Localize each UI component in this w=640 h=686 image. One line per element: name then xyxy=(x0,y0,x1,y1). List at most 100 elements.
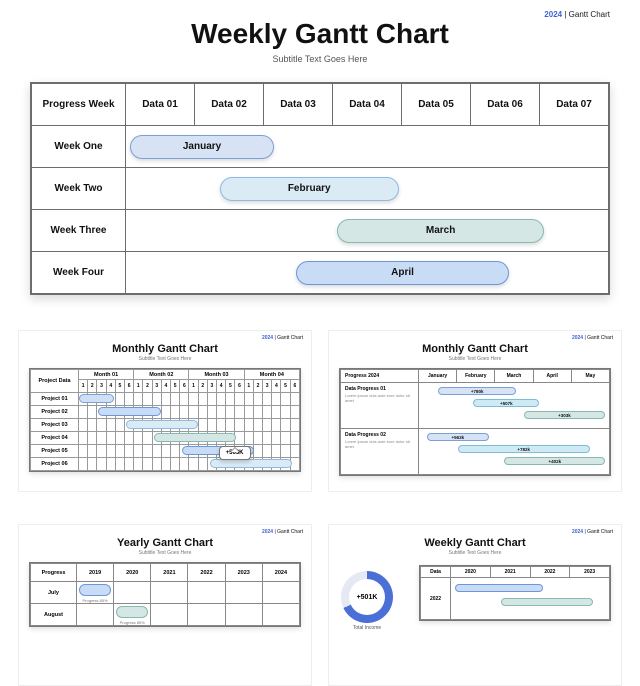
thumb1-subtitle: Subtitle Text Goes Here xyxy=(29,356,301,362)
thumb2-col-header: March xyxy=(495,370,533,383)
thumb1-tag: 2024 | Gantt Chart xyxy=(262,335,303,341)
thumb1-subcol: 4 xyxy=(272,380,281,393)
thumb4-col-header: 2021 xyxy=(490,567,530,578)
thumb3-bar-cell: Progress 85% xyxy=(114,604,151,626)
thumb1-subcol: 1 xyxy=(244,380,253,393)
thumb1-subcol: 1 xyxy=(79,380,88,393)
thumb1-subcol: 3 xyxy=(152,380,161,393)
thumb1-row: Project 02 xyxy=(31,406,300,419)
gantt-row-header: Week Three xyxy=(32,210,126,252)
thumb1-month-header: Month 04 xyxy=(244,370,299,380)
thumb3-bar xyxy=(79,584,111,596)
gantt-row-track: January xyxy=(126,126,609,168)
thumb3-subtitle: Subtitle Text Goes Here xyxy=(29,550,301,556)
thumb1-row: Project 01 xyxy=(31,393,300,406)
thumb2-grid: Progress 2024JanuaryFebruaryMarchAprilMa… xyxy=(339,368,611,476)
gantt-row-header: Week Four xyxy=(32,252,126,294)
thumb4-pill xyxy=(501,598,593,606)
thumb2-pill: +782k xyxy=(458,445,590,453)
thumb2-col-header: January xyxy=(419,370,457,383)
thumb3-title: Yearly Gantt Chart xyxy=(29,537,301,549)
thumb4-row-track xyxy=(451,578,610,620)
thumb1-subcol: 2 xyxy=(143,380,152,393)
thumb1-grid: Project DataMonth 01Month 02Month 03Mont… xyxy=(29,368,301,472)
gantt-row-track: March xyxy=(126,210,609,252)
thumb2-col-header: February xyxy=(457,370,495,383)
thumb4-corner-header: Data xyxy=(421,567,451,578)
thumb1-subcol: 4 xyxy=(106,380,115,393)
gantt-bar: March xyxy=(337,219,543,243)
thumb1-subcol: 2 xyxy=(198,380,207,393)
thumb2-pill: +402k xyxy=(504,457,605,465)
gantt-col-header: Data 06 xyxy=(471,84,540,126)
gantt-row-track: April xyxy=(126,252,609,294)
thumb4-pill xyxy=(455,584,544,592)
thumb2-col-header: April xyxy=(533,370,571,383)
thumb2-subtitle: Subtitle Text Goes Here xyxy=(339,356,611,362)
thumb1-row-label: Project 02 xyxy=(31,406,79,419)
thumb4-row-label: 2022 xyxy=(421,578,451,620)
thumb1-subcol: 3 xyxy=(263,380,272,393)
gantt-col-header: Data 02 xyxy=(195,84,264,126)
thumb1-subcol: 2 xyxy=(88,380,97,393)
thumb1-row: Project 06 xyxy=(31,458,300,471)
thumb1-subcol: 6 xyxy=(290,380,299,393)
gantt-row-header: Week One xyxy=(32,126,126,168)
thumb4-title: Weekly Gantt Chart xyxy=(339,537,611,549)
thumb1-title: Monthly Gantt Chart xyxy=(29,343,301,355)
thumb1-subcol: 2 xyxy=(253,380,262,393)
gantt-col-header: Data 01 xyxy=(126,84,195,126)
gantt-col-header: Data 07 xyxy=(540,84,609,126)
thumb4-col-header: 2020 xyxy=(451,567,491,578)
thumb1-month-header: Month 02 xyxy=(134,370,189,380)
thumb2-pill: +303k xyxy=(524,411,605,419)
thumb1-callout: +563K xyxy=(219,446,251,460)
thumb1-subcol: 6 xyxy=(125,380,134,393)
donut-chart: +501K xyxy=(341,571,393,623)
thumb4-col-header: 2022 xyxy=(530,567,570,578)
thumb-monthly-2: 2024 | Gantt Chart Monthly Gantt Chart S… xyxy=(328,330,622,492)
thumb4-tag: 2024 | Gantt Chart xyxy=(572,529,613,535)
thumb1-row-label: Project 05 xyxy=(31,445,79,458)
thumb4-donut-area: +501K Total Income xyxy=(341,571,393,631)
gantt-col-header: Data 05 xyxy=(402,84,471,126)
thumb2-pill: +507k xyxy=(473,399,539,407)
thumb3-grid: Progress201920202021202220232024JulyProg… xyxy=(29,562,301,627)
thumb1-subcol: 5 xyxy=(281,380,290,393)
thumb1-row: Project 04 xyxy=(31,432,300,445)
thumb4-subtitle: Subtitle Text Goes Here xyxy=(339,550,611,556)
thumb1-row-label: Project 04 xyxy=(31,432,79,445)
thumb3-year-header: 2024 xyxy=(262,564,299,582)
thumb2-row-track: +563k+782k+402k xyxy=(419,429,610,475)
thumb1-row: Project 03 xyxy=(31,419,300,432)
thumb1-row-label: Project 06 xyxy=(31,458,79,471)
thumb3-year-header: 2020 xyxy=(114,564,151,582)
thumb3-row-label: August xyxy=(31,604,77,626)
thumb1-corner-header: Project Data xyxy=(31,370,79,393)
thumb2-row-track: +780k+507k+303k xyxy=(419,383,610,429)
thumb1-month-header: Month 03 xyxy=(189,370,244,380)
gantt-corner-header: Progress Week xyxy=(32,84,126,126)
gantt-bar: February xyxy=(220,177,399,201)
thumb3-tag: 2024 | Gantt Chart xyxy=(262,529,303,535)
page-tag-label: Gantt Chart xyxy=(569,10,610,19)
thumb1-subcol: 5 xyxy=(115,380,124,393)
thumb-yearly: 2024 | Gantt Chart Yearly Gantt Chart Su… xyxy=(18,524,312,686)
thumb2-row-label: Data Progress 02Lorem ipsum duis aute ir… xyxy=(341,429,419,475)
thumb1-subcol: 4 xyxy=(217,380,226,393)
main-slide: Weekly Gantt Chart Subtitle Text Goes He… xyxy=(30,0,610,295)
thumb1-subcol: 6 xyxy=(235,380,244,393)
gantt-col-header: Data 03 xyxy=(264,84,333,126)
thumb1-row: Project 05 xyxy=(31,445,300,458)
main-title: Weekly Gantt Chart xyxy=(30,18,610,50)
page-tag: 2024 | Gantt Chart xyxy=(544,10,610,19)
weekly-gantt-table: Progress WeekData 01Data 02Data 03 Data 0… xyxy=(30,82,610,295)
thumb3-year-header: 2021 xyxy=(151,564,188,582)
thumb2-title: Monthly Gantt Chart xyxy=(339,343,611,355)
thumb3-corner-header: Progress xyxy=(31,564,77,582)
thumb-monthly-1: 2024 | Gantt Chart Monthly Gantt Chart S… xyxy=(18,330,312,492)
thumb1-subcol: 4 xyxy=(161,380,170,393)
thumb3-year-header: 2022 xyxy=(188,564,225,582)
thumb1-subcol: 5 xyxy=(171,380,180,393)
thumb2-row-label: Data Progress 01Lorem ipsum duis aute ir… xyxy=(341,383,419,429)
